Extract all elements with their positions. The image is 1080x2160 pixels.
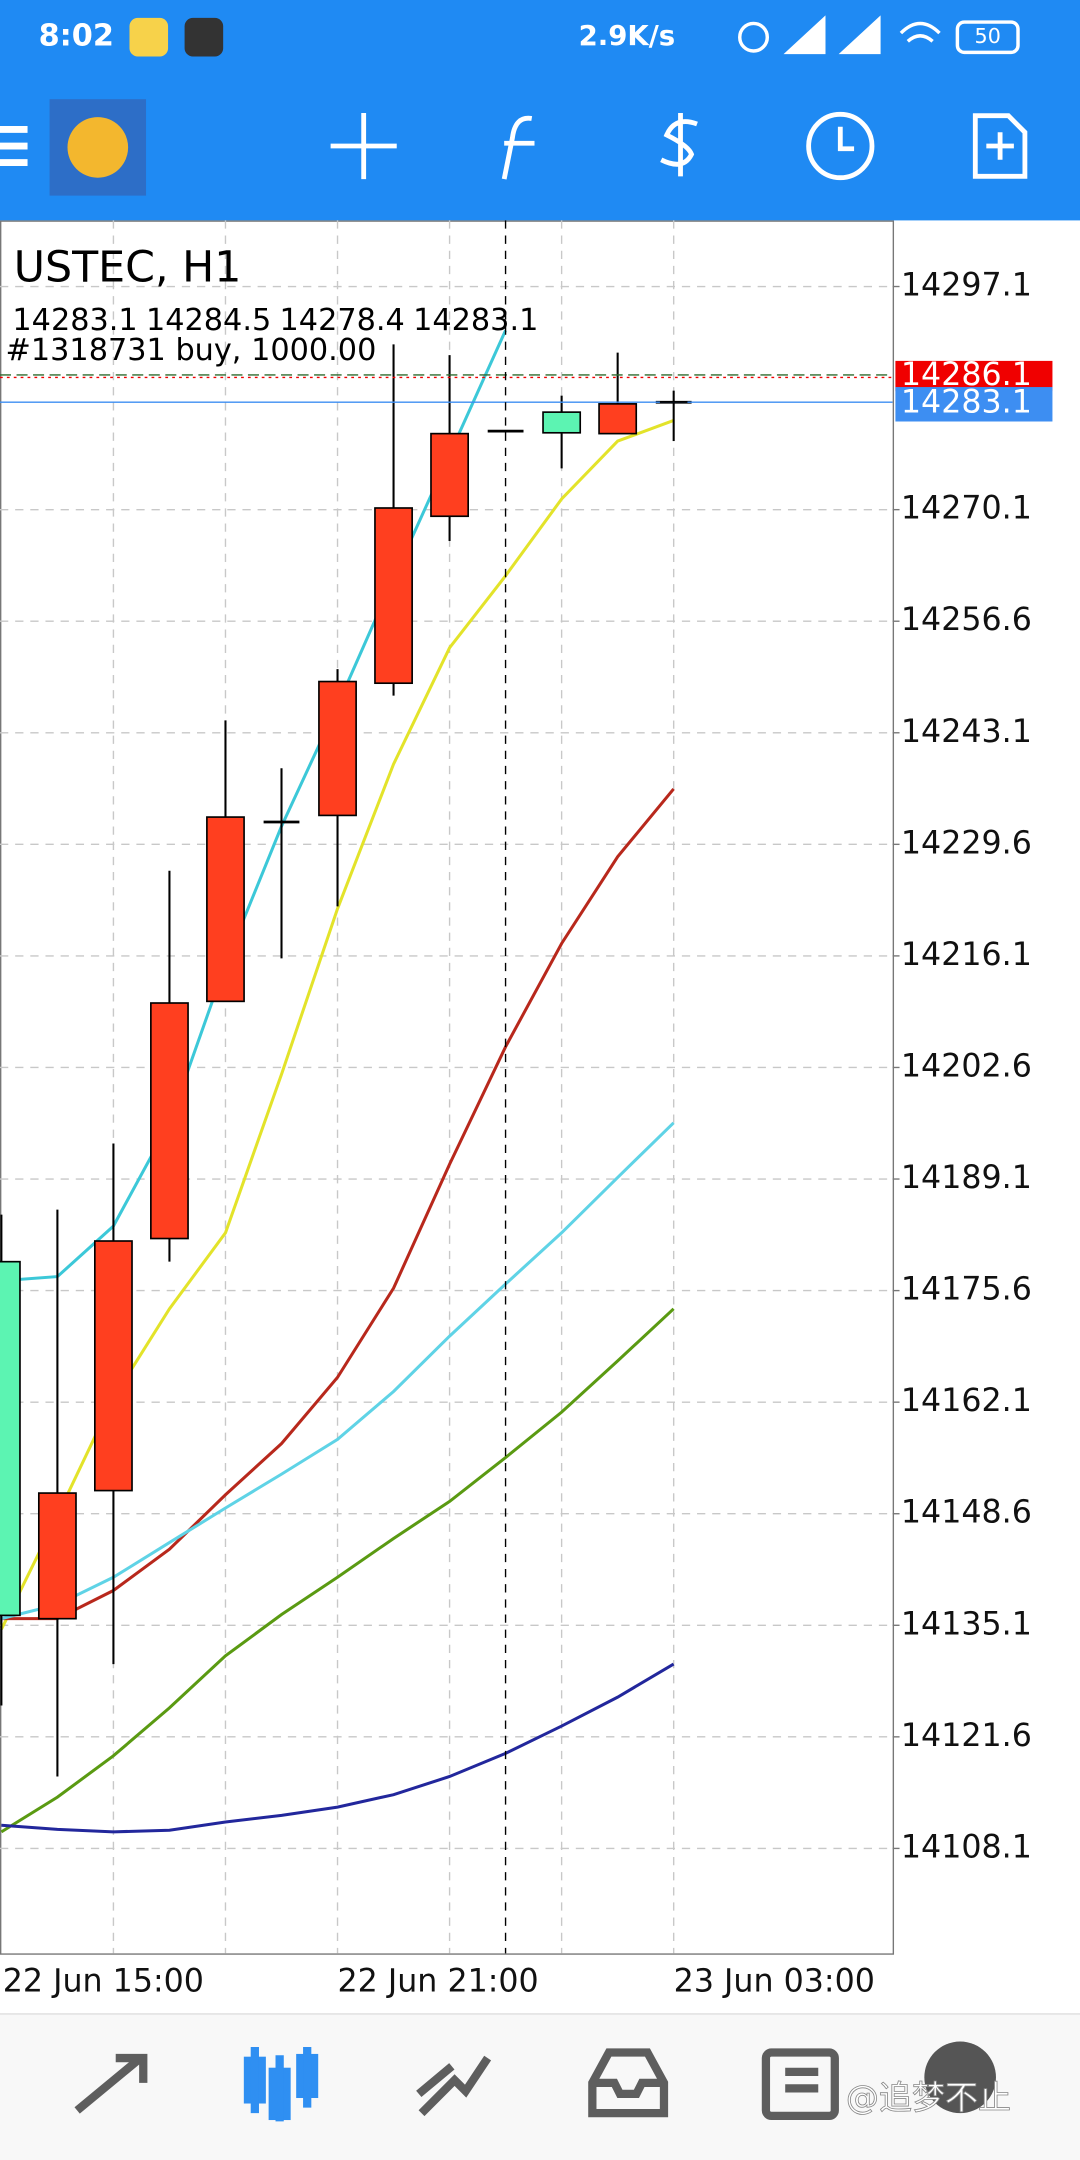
net-speed: 2.9K/s xyxy=(579,20,676,52)
ohlc-header: 14283.1 14284.5 14278.4 14283.1 xyxy=(12,302,538,337)
ohlc-low: 14278.4 xyxy=(280,302,405,337)
ohlc-close: 14283.1 xyxy=(413,302,538,337)
toolbar xyxy=(330,111,1028,181)
candle-body xyxy=(430,432,470,518)
menu-button[interactable] xyxy=(0,126,28,166)
ma-line xyxy=(1,329,507,1283)
ohlc-open: 14283.1 xyxy=(12,302,137,337)
ma-line xyxy=(1,1662,675,1834)
chat-icon[interactable] xyxy=(924,2041,996,2114)
grid xyxy=(0,220,893,1954)
y-tick-label: 14162.1 xyxy=(901,1383,1032,1419)
y-tick-label: 14270.1 xyxy=(901,491,1032,527)
y-tick-label: 14108.1 xyxy=(901,1829,1032,1865)
plot-area xyxy=(0,329,893,1834)
chart-tab[interactable] xyxy=(243,2047,319,2122)
y-tick-label: 14229.6 xyxy=(901,825,1032,861)
candle-body xyxy=(37,1492,77,1620)
ask-price-box xyxy=(895,360,1053,392)
new-order-button[interactable] xyxy=(972,113,1028,179)
bid-price-label: 14283.1 xyxy=(901,385,1032,421)
crosshair-button[interactable] xyxy=(330,112,397,180)
watermark: @追梦不止 xyxy=(846,2078,1011,2117)
candle-body xyxy=(94,1240,133,1492)
y-tick-label: 14175.6 xyxy=(901,1272,1032,1308)
clock: 8:02 xyxy=(39,19,114,54)
history-tab[interactable] xyxy=(588,2048,669,2118)
bottom-nav xyxy=(0,2013,1080,2160)
mt4-logo-mark xyxy=(67,117,129,178)
order-label: #1318731 buy, 1000.00 xyxy=(6,333,377,368)
candle-body xyxy=(598,403,638,435)
x-tick-label: 23 Jun 03:00 xyxy=(674,1963,875,1999)
period-button[interactable] xyxy=(806,111,875,181)
candle-body xyxy=(318,680,357,817)
battery-level: 50 xyxy=(975,24,1001,48)
y-tick-label: 14135.1 xyxy=(901,1606,1032,1642)
app-bar xyxy=(0,0,1080,221)
y-tick-label: 14256.6 xyxy=(901,602,1032,638)
y-tick-label: 14121.6 xyxy=(901,1718,1032,1754)
indicators-button[interactable] xyxy=(501,115,535,180)
y-tick-label: 14189.1 xyxy=(901,1160,1032,1196)
y-tick-label: 14216.1 xyxy=(901,937,1032,973)
status-icons xyxy=(738,15,1020,55)
candle-body xyxy=(0,1260,21,1617)
ohlc-high: 14284.5 xyxy=(146,302,271,337)
candle-body xyxy=(374,507,413,685)
y-tick-label: 14148.6 xyxy=(901,1495,1032,1531)
y-tick-label: 14202.6 xyxy=(901,1048,1032,1084)
trade-tab[interactable] xyxy=(416,2055,492,2117)
chart-title: USTEC, H1 xyxy=(14,243,242,293)
candle-body xyxy=(150,1002,189,1240)
bid-price-box xyxy=(895,387,1053,422)
y-tick-label: 14297.1 xyxy=(901,268,1032,304)
y-tick-label: 14243.1 xyxy=(901,714,1032,750)
quotes-tab[interactable] xyxy=(74,2053,148,2114)
x-tick-label: 22 Jun 15:00 xyxy=(3,1963,204,1999)
app-icon xyxy=(184,17,224,57)
ask-price-label: 14286.1 xyxy=(901,357,1032,393)
app-icon xyxy=(129,17,169,57)
axes: 14297.1 14270.1 14256.6 14243.1 14229.6 14216… xyxy=(3,268,1053,1999)
trade-button[interactable] xyxy=(660,112,698,177)
x-tick-label: 22 Jun 21:00 xyxy=(338,1963,539,1999)
ma-line xyxy=(0,1307,675,1834)
news-tab[interactable] xyxy=(761,2048,839,2121)
candle-body xyxy=(542,411,582,434)
nav-icons xyxy=(74,2047,839,2122)
candle-body xyxy=(206,816,245,1003)
